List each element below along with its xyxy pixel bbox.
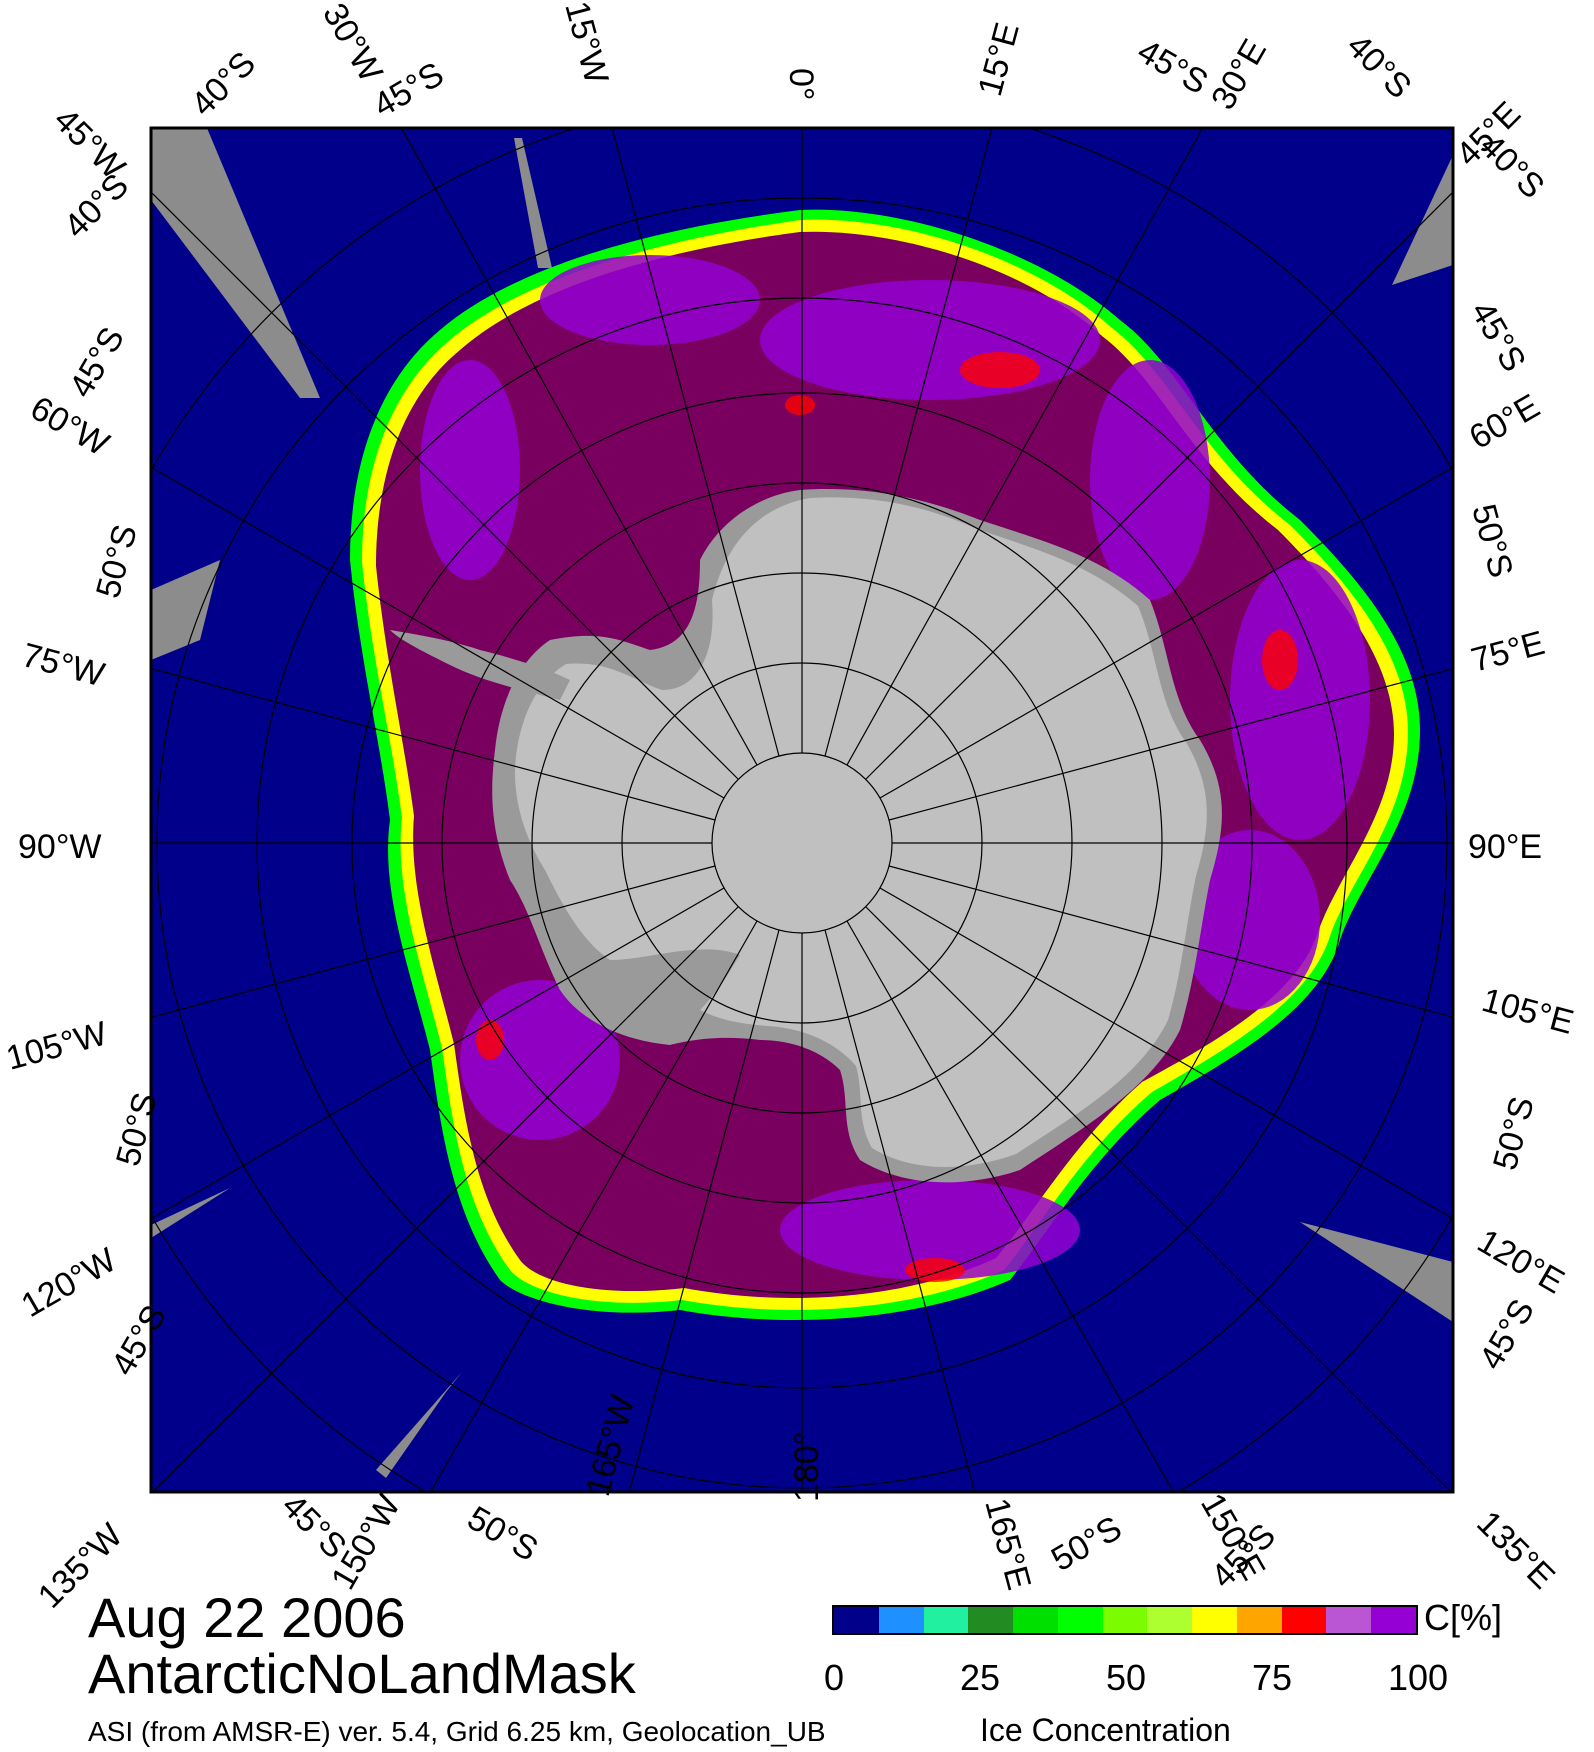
lat-label-left-1: 40°S [57, 166, 136, 245]
colorbar-segment-7 [1147, 1607, 1193, 1633]
lon-label-30w: 30°W [315, 0, 390, 88]
colorbar-segment-1 [878, 1607, 924, 1633]
lon-label-75e: 75°E [1467, 624, 1548, 680]
colorbar-segment-12 [1371, 1607, 1416, 1633]
colorbar-tick-75: 75 [1251, 1657, 1293, 1698]
lon-label-90e: 90°E [1468, 828, 1542, 866]
colorbar-segment-5 [1057, 1607, 1103, 1633]
colorbar-segment-8 [1192, 1607, 1237, 1633]
lat-label-top-3: 45°S [1131, 32, 1214, 102]
variable-caption: Ice Concentration [980, 1712, 1231, 1748]
lon-label-180: 180° [788, 1432, 826, 1502]
lon-label-15w: 15°W [557, 0, 615, 88]
lat-label-bottom-3: 50°S [1045, 1509, 1128, 1579]
lat-label-right-5: 45°S [1472, 1293, 1542, 1376]
lat-label-bottom-2: 50°S [461, 1499, 544, 1569]
dataset-title: AntarcticNoLandMask [88, 1642, 636, 1705]
lat-label-left-3: 50°S [89, 521, 145, 602]
lon-label-30e: 30°E [1204, 33, 1274, 116]
lon-label-0: 0° [782, 68, 820, 101]
lon-label-120w: 120°W [15, 1241, 123, 1325]
colorbar-segment-3 [968, 1607, 1014, 1633]
lat-label-top-4: 40°S [1339, 27, 1418, 106]
colorbar-segment-6 [1102, 1607, 1148, 1633]
lat-label-left-2: 45°S [62, 321, 132, 404]
colorbar-tick-50: 50 [1105, 1657, 1147, 1698]
colorbar-tick-100: 100 [1387, 1657, 1449, 1698]
missing-data-swaths [151, 128, 1453, 1478]
lat-label-top-1: 40°S [184, 44, 263, 123]
map-frame [149, 126, 1455, 1494]
concentration-colorbar [832, 1605, 1418, 1635]
colorbar-unit: C[%] [1424, 1597, 1503, 1638]
lat-label-right-4: 50°S [1486, 1093, 1542, 1174]
lon-label-60e: 60°E [1463, 387, 1546, 457]
colorbar-segment-11 [1326, 1607, 1372, 1633]
lon-label-120e: 120°E [1471, 1222, 1571, 1301]
source-caption: ASI (from AMSR-E) ver. 5.4, Grid 6.25 km… [88, 1716, 826, 1747]
lon-label-105w: 105°W [2, 1015, 111, 1078]
lon-label-90w: 90°W [18, 828, 102, 866]
colorbar-tick-25: 25 [959, 1657, 1001, 1698]
lon-label-105e: 105°E [1478, 981, 1578, 1042]
lon-label-45w: 45°W [46, 101, 132, 187]
lat-label-right-3: 50°S [1464, 500, 1520, 581]
lon-label-135e: 135°E [1469, 1504, 1562, 1597]
lat-label-right-2: 45°S [1463, 295, 1533, 378]
colorbar-segment-9 [1236, 1607, 1282, 1633]
lon-label-165e: 165°E [977, 1494, 1038, 1594]
lon-label-15e: 15°E [971, 19, 1027, 100]
lon-label-60w: 60°W [24, 389, 115, 464]
colorbar-segment-10 [1281, 1607, 1327, 1633]
date-title: Aug 22 2006 [88, 1586, 406, 1649]
colorbar-segment-4 [1013, 1607, 1058, 1633]
colorbar-segment-0 [834, 1607, 879, 1633]
colorbar-tick-0: 0 [823, 1657, 845, 1698]
colorbar-segment-2 [923, 1607, 969, 1633]
lon-label-75w: 75°W [18, 636, 109, 694]
